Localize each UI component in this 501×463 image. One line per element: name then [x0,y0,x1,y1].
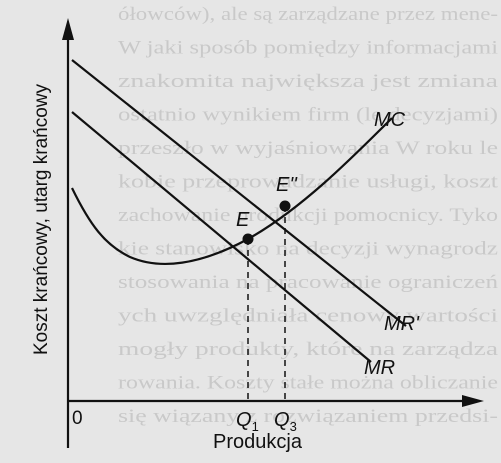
background-text-line: się wiązany z rozwiązaniem przedsi- [118,406,498,427]
x-axis-arrow [462,395,484,407]
y-axis-arrow [62,18,74,40]
mc-curve [71,117,393,265]
background-text-line: przeszło w wyjaśniowania W roku le [118,138,498,159]
point-e-double-prime-label: E'' [276,174,298,196]
mr-label: MR [364,357,395,379]
background-text-line: ych uwzględniała cenowy wartości [118,306,498,327]
mr-prime-label: MR' [384,313,420,335]
x-axis-label: Produkcja [213,431,303,453]
background-text: ółowców), ale są zarządzane przez mene- W… [118,4,499,427]
mr-curve [71,111,372,363]
background-text-line: rowania. Koszty stałe można obliczanie [118,373,498,394]
y-axis-label: Koszt krańcowy, utarg krańcowy [31,83,52,355]
background-text-line: mogły produkty, które na zarządza [118,339,499,360]
origin-label: 0 [72,408,83,429]
background-text-line: kobie przeprowadzanie usługi, koszt [118,172,499,193]
background-text-line: ółowców), ale są zarządzane przez mene- [118,4,498,25]
point-e [242,233,254,245]
background-text-line: zachowanie produkcji pomocnicy. Tyko [118,205,498,226]
mr-prime-curve [71,59,407,327]
background-text-line: ostatnio wynikiem firm (le decyzjami) [118,105,498,126]
q3-label: Q3 [274,409,297,434]
q1-label: Q1 [236,409,259,434]
point-e-double-prime [279,200,291,212]
background-text-line: stosowania na pracowanie ograniczeń [118,272,499,293]
mc-label: MC [374,109,406,131]
background-text-line: W jaki sposób pomiędzy informacjami [118,38,498,59]
point-e-label: E [236,209,250,231]
background-text-line: znakomita największa jest zmiana [118,71,499,92]
